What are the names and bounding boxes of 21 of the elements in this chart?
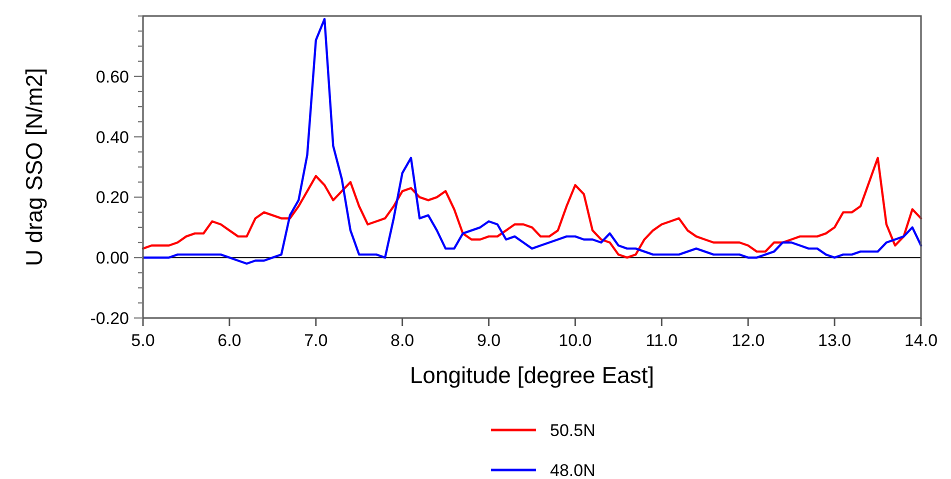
y-tick-label: 0.40 (96, 128, 129, 147)
x-axis-title: Longitude [degree East] (410, 362, 654, 388)
x-tick-label: 10.0 (558, 331, 592, 350)
line-series (142, 18, 922, 265)
x-tick-label: 11.0 (646, 331, 678, 350)
x-tick-label: 7.0 (304, 331, 328, 350)
x-tick-label: 9.0 (476, 331, 501, 350)
y-tick-label: -0.20 (90, 308, 129, 328)
x-tick-label: 13.0 (818, 331, 852, 350)
y-tick-label: 0.20 (96, 188, 129, 208)
x-tick-label: 12.0 (732, 331, 765, 350)
y-axis-title: U drag SSO [N/m2] (21, 68, 47, 266)
y-tick-label: 0.60 (96, 67, 129, 86)
legend-label: 48.0N (550, 460, 596, 479)
x-tick-label: 14.0 (904, 331, 938, 350)
x-tick-label: 8.0 (390, 331, 414, 350)
x-tick-label: 5.0 (131, 331, 155, 350)
legend-label: 50.5N (550, 420, 596, 440)
line-series (142, 156, 922, 259)
x-tick-label: 6.0 (218, 331, 242, 350)
y-tick-label: 0.00 (96, 248, 129, 268)
